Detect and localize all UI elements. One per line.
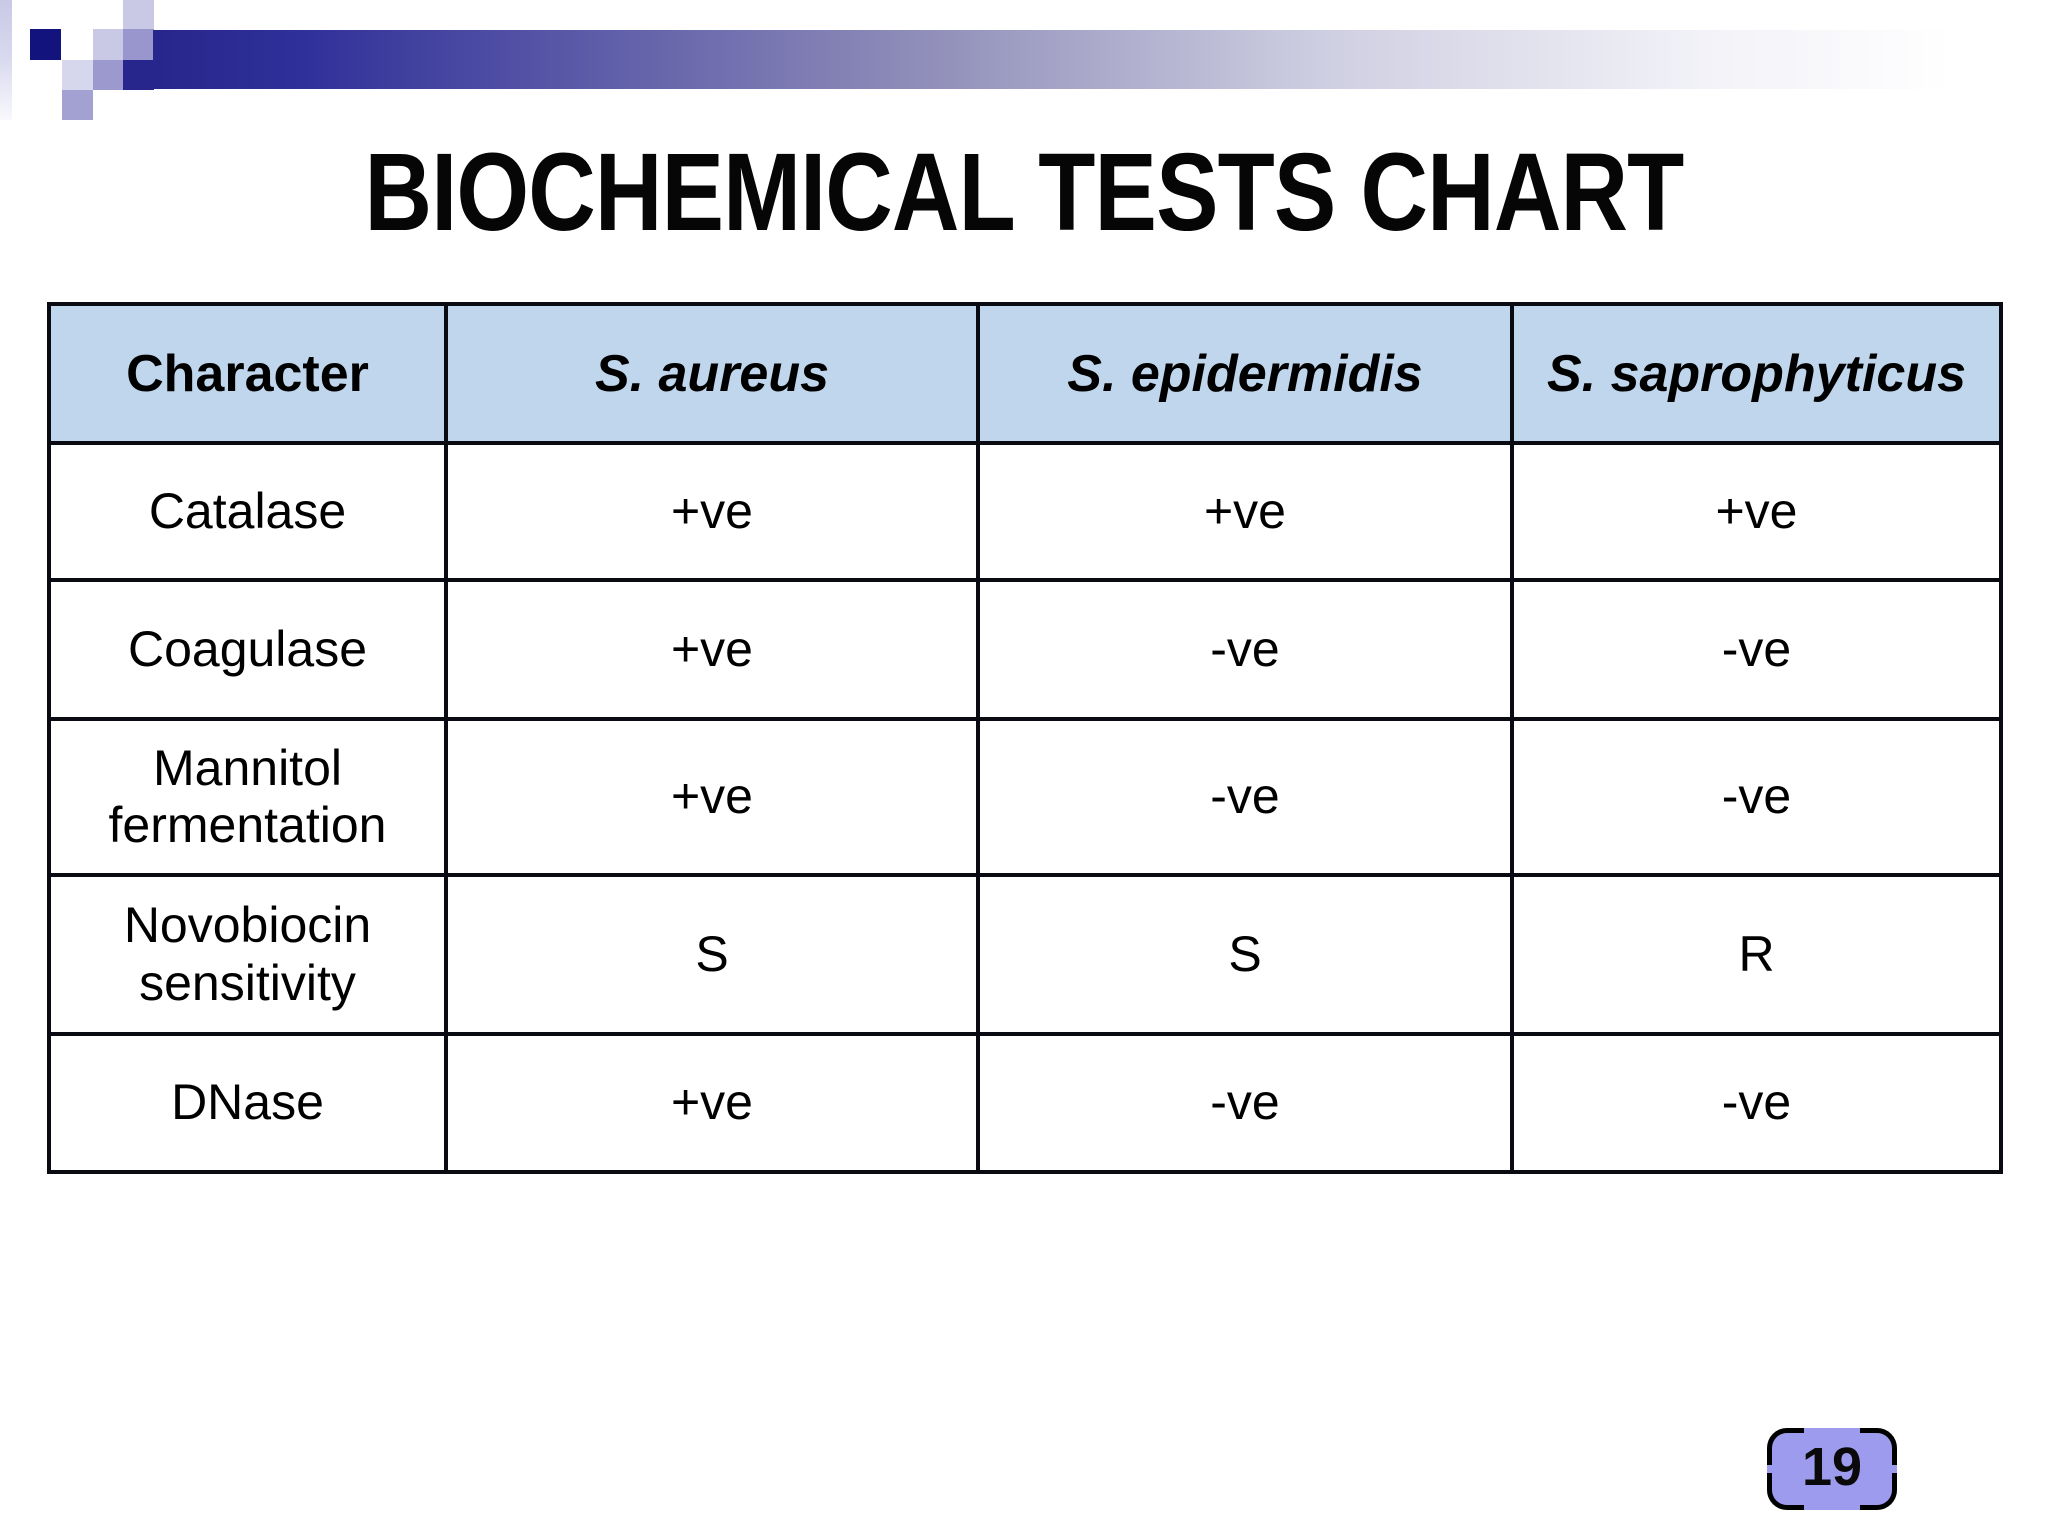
badge-corner [1767, 1428, 1804, 1465]
deco-left-strip [0, 0, 12, 120]
table-row-coagulase: Coagulase +ve -ve -ve [47, 578, 2003, 721]
row-label: Catalase [47, 441, 448, 582]
header-decoration [0, 0, 2048, 130]
cell-value: S [444, 873, 980, 1036]
row-label: Novobiocin sensitivity [47, 873, 448, 1036]
page-number-badge: 19 [1767, 1428, 1897, 1510]
table-row-novobiocin-sensitivity: Novobiocin sensitivity S S R [47, 873, 2003, 1036]
badge-corner [1767, 1473, 1804, 1510]
column-header-s-saprophyticus: S. saprophyticus [1510, 302, 2003, 445]
cell-value: R [1510, 873, 2003, 1036]
column-header-s-epidermidis: S. epidermidis [976, 302, 1514, 445]
row-label: Coagulase [47, 578, 448, 721]
badge-corner [1860, 1428, 1897, 1465]
row-label: DNase [47, 1032, 448, 1174]
deco-square [123, 0, 154, 30]
cell-value: +ve [976, 441, 1514, 582]
deco-gradient-bar [153, 30, 2048, 89]
cell-value: +ve [1510, 441, 2003, 582]
page-number: 19 [1801, 1437, 1863, 1497]
column-header-s-aureus: S. aureus [444, 302, 980, 445]
cell-value: -ve [976, 717, 1514, 877]
cell-value: +ve [444, 1032, 980, 1174]
cell-value: +ve [444, 717, 980, 877]
deco-square [93, 60, 123, 90]
cell-value: -ve [976, 1032, 1514, 1174]
column-header-character: Character [47, 302, 448, 445]
cell-value: S [976, 873, 1514, 1036]
deco-square [123, 29, 154, 60]
cell-value: -ve [1510, 1032, 2003, 1174]
cell-value: +ve [444, 441, 980, 582]
cell-value: -ve [1510, 578, 2003, 721]
deco-square [93, 29, 123, 60]
biochemical-tests-table: Character S. aureus S. epidermidis S. sa… [47, 302, 2003, 1174]
table-row-catalase: Catalase +ve +ve +ve [47, 441, 2003, 582]
table-row-mannitol-fermentation: Mannitol fermentation +ve -ve -ve [47, 717, 2003, 877]
cell-value: -ve [1510, 717, 2003, 877]
deco-square [30, 29, 61, 60]
badge-corner [1860, 1473, 1897, 1510]
cell-value: -ve [976, 578, 1514, 721]
table-row-dnase: DNase +ve -ve -ve [47, 1032, 2003, 1174]
cell-value: +ve [444, 578, 980, 721]
table-header-row: Character S. aureus S. epidermidis S. sa… [47, 302, 2003, 445]
deco-square [62, 90, 93, 120]
row-label: Mannitol fermentation [47, 717, 448, 877]
slide-title: BIOCHEMICAL TESTS CHART [364, 131, 1685, 254]
deco-square [62, 60, 93, 90]
deco-square [123, 60, 154, 90]
